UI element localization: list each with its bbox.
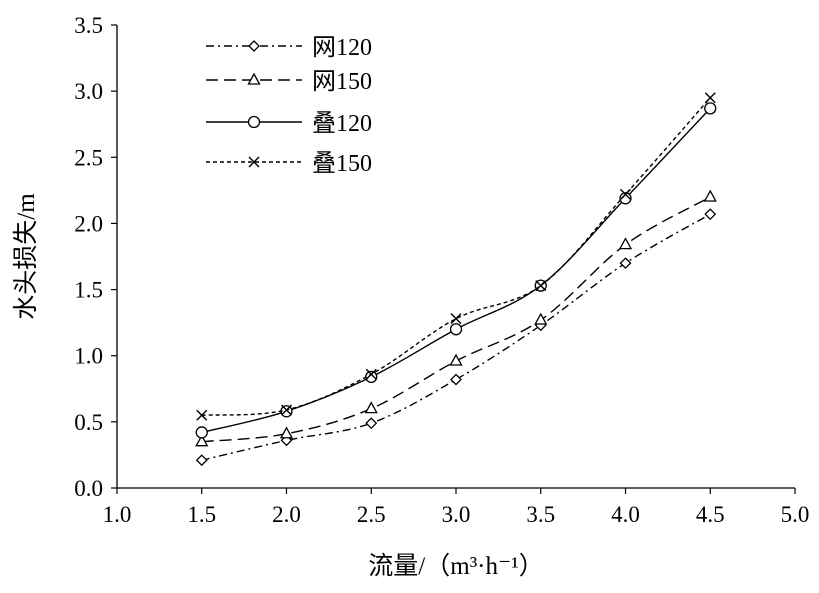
x-tick-label: 4.5 — [696, 502, 725, 527]
data-point — [196, 409, 208, 421]
data-point — [703, 189, 717, 202]
legend: 网120 网150 叠120 叠150 — [206, 35, 372, 177]
legend-marker — [248, 156, 260, 168]
data-point — [534, 312, 548, 325]
y-tick-label: 2.5 — [74, 145, 103, 170]
series-2 — [195, 189, 717, 447]
series-line — [201, 97, 711, 416]
data-point — [365, 368, 377, 380]
legend-item: 网150 — [206, 69, 372, 95]
legend-label: 网150 — [312, 69, 372, 95]
data-point — [619, 192, 632, 205]
legend-label: 叠150 — [312, 150, 372, 177]
data-point — [365, 417, 378, 430]
data-point — [195, 454, 208, 467]
y-axis-title: 水头损失/m — [12, 193, 40, 320]
data-point — [618, 237, 633, 250]
series-3 — [195, 102, 717, 439]
data-point — [364, 401, 378, 414]
x-tick-label: 3.5 — [526, 502, 555, 527]
plot-area — [195, 92, 717, 467]
x-tick-label: 3.0 — [442, 502, 471, 527]
data-point — [620, 188, 631, 200]
data-point — [195, 426, 208, 439]
data-point — [535, 280, 547, 292]
data-point — [195, 434, 209, 447]
legend-item: 叠120 — [206, 110, 372, 137]
y-tick-label: 3.0 — [74, 79, 103, 104]
series-4 — [196, 92, 716, 421]
data-point — [704, 102, 717, 115]
y-tick-label: 2.0 — [74, 211, 103, 236]
series-line — [201, 213, 711, 461]
data-point — [365, 370, 378, 384]
series-1 — [195, 208, 717, 467]
data-point — [449, 353, 463, 366]
x-tick-label: 2.5 — [357, 502, 386, 527]
y-tick-label: 1.0 — [74, 344, 103, 369]
data-point — [449, 323, 463, 336]
legend-marker — [247, 115, 261, 129]
legend-label: 网120 — [312, 35, 372, 61]
data-point — [619, 257, 632, 270]
x-tick-label: 1.5 — [187, 502, 216, 527]
y-tick-label: 3.5 — [74, 13, 103, 38]
x-tick-label: 1.0 — [103, 502, 132, 527]
data-point — [704, 92, 716, 104]
x-axis-title: 流量/（m³·h⁻¹） — [368, 552, 543, 580]
legend-marker — [248, 40, 260, 52]
legend-item: 网120 — [206, 35, 372, 61]
data-point — [450, 313, 462, 325]
legend-item: 叠150 — [206, 150, 372, 177]
y-tick-label: 0.0 — [74, 476, 103, 501]
y-tick-label: 0.5 — [74, 410, 103, 435]
data-point — [450, 373, 462, 386]
x-tick-label: 4.0 — [611, 502, 640, 527]
y-tick-label: 1.5 — [74, 278, 103, 303]
legend-marker — [247, 72, 261, 85]
legend-label: 叠120 — [312, 110, 372, 137]
data-point — [281, 404, 292, 416]
x-tick-label: 5.0 — [781, 502, 810, 527]
data-point — [279, 426, 294, 439]
axes: 1.0 1.5 2.0 2.5 3.0 3.5 4.0 4.5 5.0 0.0 0.5 1.0 1.5 2… — [74, 13, 809, 527]
x-tick-label: 2.0 — [272, 502, 301, 527]
data-point — [704, 208, 717, 221]
